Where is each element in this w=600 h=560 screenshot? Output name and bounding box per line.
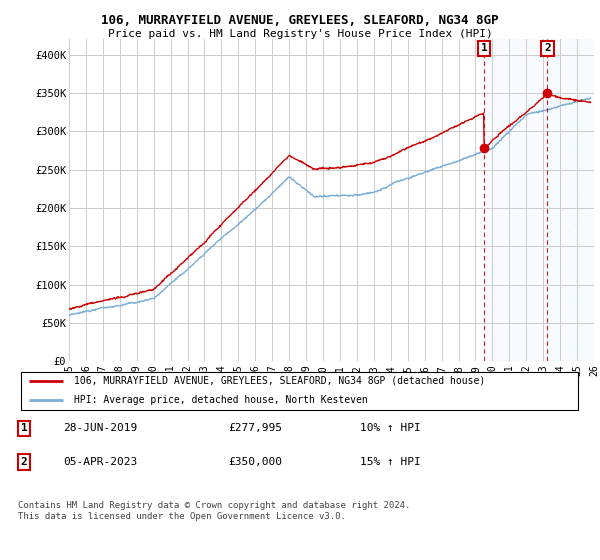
Text: 10% ↑ HPI: 10% ↑ HPI [360,423,421,433]
Bar [547,39,600,361]
Text: 28-JUN-2019: 28-JUN-2019 [63,423,137,433]
FancyBboxPatch shape [21,372,578,409]
Text: 106, MURRAYFIELD AVENUE, GREYLEES, SLEAFORD, NG34 8GP: 106, MURRAYFIELD AVENUE, GREYLEES, SLEAF… [101,14,499,27]
Text: 2: 2 [20,457,28,467]
Text: Contains HM Land Registry data © Crown copyright and database right 2024.
This d: Contains HM Land Registry data © Crown c… [18,501,410,521]
Text: 2: 2 [544,44,551,53]
Text: 1: 1 [20,423,28,433]
Text: 106, MURRAYFIELD AVENUE, GREYLEES, SLEAFORD, NG34 8GP (detached house): 106, MURRAYFIELD AVENUE, GREYLEES, SLEAF… [74,376,485,386]
Text: 05-APR-2023: 05-APR-2023 [63,457,137,467]
Text: HPI: Average price, detached house, North Kesteven: HPI: Average price, detached house, Nort… [74,395,368,405]
Text: 15% ↑ HPI: 15% ↑ HPI [360,457,421,467]
Text: £350,000: £350,000 [228,457,282,467]
Bar [484,39,547,361]
Text: 1: 1 [481,44,487,53]
Text: £277,995: £277,995 [228,423,282,433]
Text: Price paid vs. HM Land Registry's House Price Index (HPI): Price paid vs. HM Land Registry's House … [107,29,493,39]
